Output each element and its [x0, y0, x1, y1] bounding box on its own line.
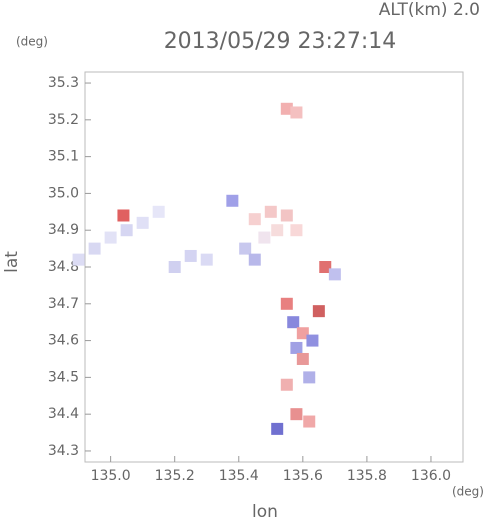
echo-point: [303, 371, 316, 384]
y-tick-label: 35.0: [48, 185, 79, 201]
echo-point: [290, 341, 303, 354]
echo-point: [287, 316, 300, 329]
y-tick-label: 34.4: [48, 406, 79, 422]
y-tick-label: 34.9: [48, 222, 79, 238]
echo-point: [280, 209, 293, 222]
echo-point: [200, 253, 213, 266]
echo-point: [296, 327, 309, 340]
echo-point: [271, 422, 284, 435]
echo-point: [306, 334, 319, 347]
y-tick-label: 35.3: [48, 75, 79, 91]
echo-point: [280, 378, 293, 391]
echo-point: [168, 261, 181, 273]
echo-point: [248, 253, 261, 266]
echo-point: [264, 205, 277, 218]
echo-point: [72, 253, 85, 266]
y-tick-label: 35.2: [48, 112, 79, 128]
echo-point: [248, 213, 261, 226]
y-tick-label: 34.8: [48, 259, 79, 275]
echo-point: [271, 224, 284, 237]
echo-point: [319, 261, 332, 273]
echo-point: [290, 224, 303, 237]
echo-point: [280, 297, 293, 310]
echo-point: [239, 242, 252, 255]
x-tick-label: 135.8: [347, 468, 387, 484]
y-tick-label: 34.5: [48, 369, 79, 385]
altitude: ALT(km) 2.0: [379, 0, 480, 20]
echo-point: [290, 106, 303, 119]
echo-point: [120, 224, 133, 237]
echo-point: [136, 216, 149, 229]
echo-point: [312, 305, 325, 318]
x-tick-label: 135.2: [155, 468, 195, 484]
x-tick-label: 135.4: [219, 468, 259, 484]
y-tick-label: 34.6: [48, 333, 79, 349]
echo-point: [258, 231, 271, 244]
x-axis-label: lon: [252, 502, 278, 521]
echo-point: [296, 352, 309, 365]
x-tick-label: 135.0: [91, 468, 131, 484]
echo-point: [328, 268, 341, 281]
x-tick-label: 135.6: [283, 468, 323, 484]
y-tick-label: 34.3: [48, 443, 79, 459]
y-unit: (deg): [16, 35, 48, 49]
x-tick-label: 136.0: [411, 468, 451, 484]
echo-point: [280, 102, 293, 115]
y-tick-label: 34.7: [48, 296, 79, 312]
echo-point: [117, 209, 130, 222]
echo-point: [88, 242, 101, 255]
echo-point: [290, 408, 303, 421]
y-tick-label: 35.1: [48, 149, 79, 165]
echo-point: [303, 415, 316, 428]
echo-point: [226, 194, 239, 207]
echo-point: [184, 249, 197, 262]
x-unit: (deg): [452, 485, 484, 499]
y-axis-label: lat: [2, 251, 22, 273]
echo-point: [104, 231, 117, 244]
echo-point: [152, 205, 165, 218]
plot-frame: [84, 71, 464, 463]
chart-title: 2013/05/29 23:27:14: [164, 29, 397, 54]
